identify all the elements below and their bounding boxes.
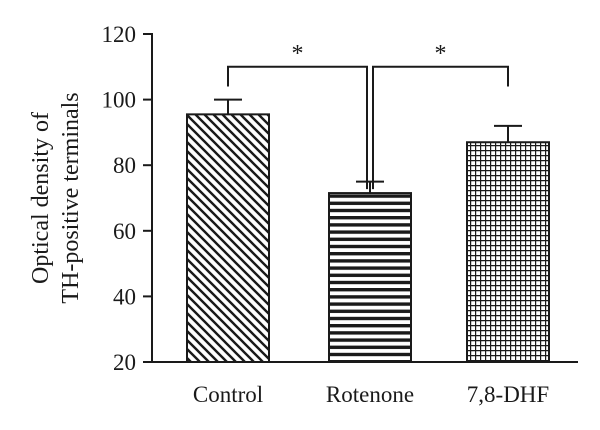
y-tick-label-40: 40: [113, 284, 136, 309]
y-tick-label-60: 60: [113, 219, 136, 244]
x-tick-label-7-8-dhf: 7,8-DHF: [467, 382, 549, 407]
bar-rotenone: [328, 192, 412, 363]
y-axis-label-line-1: Optical density of: [28, 112, 54, 284]
bar-7-8-dhf: [466, 141, 550, 363]
y-axis-label-line-2: TH-positive terminals: [58, 92, 84, 303]
significance-bracket-line: [227, 65, 368, 190]
y-axis-ticks: 20 40 60 80 100 120: [102, 22, 152, 375]
y-tick-label-100: 100: [102, 88, 137, 113]
error-bars: [214, 98, 522, 194]
y-axis-label: Optical density of TH-positive terminals: [28, 92, 84, 303]
significance-bracket-2: *: [372, 41, 509, 190]
x-tick-label-control: Control: [193, 382, 263, 407]
bars: [186, 113, 550, 363]
significance-label: *: [435, 41, 447, 67]
error-bar-control: [214, 98, 242, 115]
significance-label: *: [292, 41, 304, 67]
y-tick-label-120: 120: [102, 22, 137, 47]
significance-bracket-line: [372, 65, 509, 190]
x-axis-tick-labels: Control Rotenone 7,8-DHF: [193, 382, 549, 407]
x-tick-label-rotenone: Rotenone: [326, 382, 414, 407]
error-bar-7-8-dhf: [494, 124, 522, 143]
significance-bracket-1: *: [227, 41, 368, 190]
significance-brackets: * *: [227, 41, 509, 190]
y-tick-label-80: 80: [113, 153, 136, 178]
bar-control: [186, 113, 270, 363]
error-bar-rotenone: [356, 180, 384, 194]
y-tick-label-20: 20: [113, 350, 136, 375]
